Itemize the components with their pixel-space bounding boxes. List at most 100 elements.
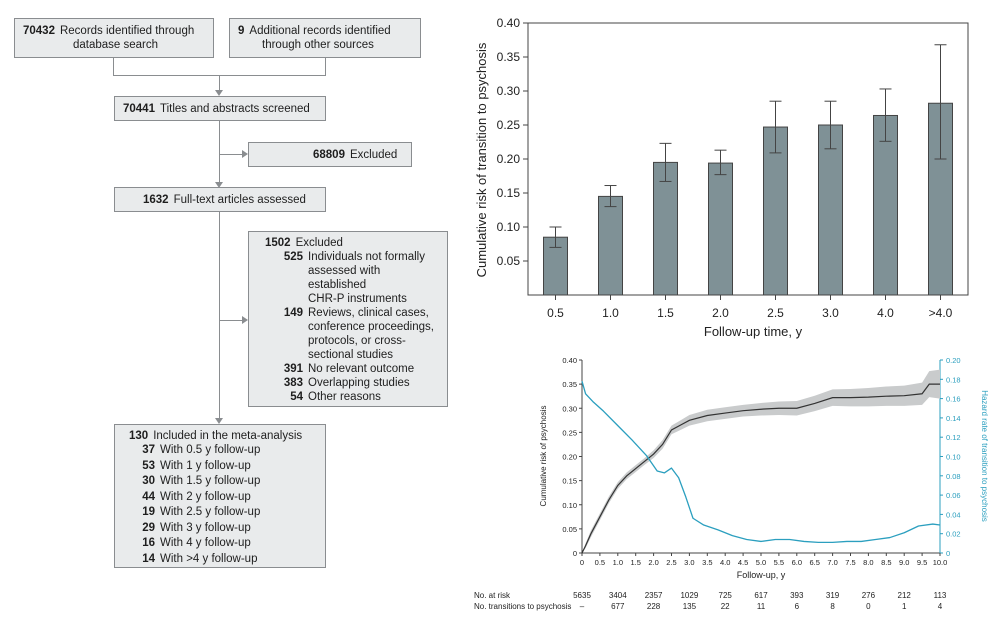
km-x-tick-label: 1.0 — [613, 558, 623, 567]
km-x-tick-label: 5.5 — [774, 558, 784, 567]
included-followup-item: 16 With 4 y follow-up — [121, 536, 319, 552]
km-chart-y-axis-label: Cumulative risk of psychosis — [539, 406, 548, 507]
km-chart-x-axis-label: Follow-up, y — [737, 570, 786, 580]
km-y2-tick-label: 0.06 — [946, 491, 961, 500]
excluded-reason-count: 54 — [290, 391, 303, 403]
records-other-text2: through other sources — [262, 39, 374, 51]
risk-table-at-risk-cell: 5635 — [573, 591, 591, 600]
excluded-reason-line: Other reasons — [308, 391, 381, 403]
km-x-tick-label: 0 — [580, 558, 584, 567]
included-followup-item: 19 With 2.5 y follow-up — [121, 505, 319, 521]
km-x-tick-label: 7.5 — [845, 558, 855, 567]
risk-table-transitions-cell: 4 — [937, 602, 943, 611]
included-followup-count: 44 — [142, 490, 155, 503]
included-followup-item: 14 With >4 y follow-up — [121, 552, 319, 568]
excluded-reason-line: Individuals not formally — [308, 251, 425, 263]
excluded-reason-text: Overlapping studies — [308, 376, 410, 390]
included-followup-item: 30 With 1.5 y follow-up — [121, 474, 319, 490]
records-database-box: 70432 Records identified through database… — [14, 18, 214, 58]
km-y-tick-label: 0.25 — [562, 428, 577, 437]
km-y2-tick-label: 0.16 — [946, 395, 961, 404]
included-followup-item: 29 With 3 y follow-up — [121, 521, 319, 537]
arrow-down — [215, 418, 223, 424]
records-other-count: 9 — [238, 25, 245, 37]
km-x-tick-label: 3.0 — [684, 558, 694, 567]
arrow-down — [215, 90, 223, 96]
risk-table-at-risk-cell: 319 — [825, 591, 840, 600]
risk-table-transitions-cell: 8 — [830, 602, 835, 611]
connector — [113, 58, 114, 75]
arrow-right — [242, 150, 248, 158]
records-other-text: Additional records identified — [249, 25, 391, 37]
excluded-reason-text: Individuals not formally assessed with es… — [308, 250, 441, 306]
bar-chart-y-tick-label: 0.05 — [497, 254, 521, 268]
km-y2-tick-label: 0.20 — [946, 356, 961, 365]
connector — [219, 121, 220, 185]
excluded-screening-text: Excluded — [349, 149, 398, 161]
connector — [219, 154, 242, 155]
included-text: Included in the meta-analysis — [153, 430, 303, 442]
risk-table-at-risk-cell: 725 — [718, 591, 732, 600]
included-followup-item: 53 With 1 y follow-up — [121, 459, 319, 475]
excluded-reason-line: Overlapping studies — [308, 377, 410, 389]
risk-table-at-risk-cell: 276 — [861, 591, 876, 600]
risk-table-at-risk-cell: 393 — [790, 591, 804, 600]
excluded-reason-text: No relevant outcome — [308, 362, 414, 376]
km-y2-tick-label: 0.14 — [946, 414, 961, 423]
risk-table-at-risk-cell: 3404 — [608, 591, 627, 600]
km-y2-tick-label: 0.04 — [946, 510, 961, 519]
km-x-tick-label: 8.5 — [881, 558, 891, 567]
km-x-tick-label: 2.0 — [648, 558, 658, 567]
km-y-tick-label: 0.10 — [562, 501, 577, 510]
connector — [219, 75, 220, 91]
km-confidence-band — [582, 369, 940, 553]
included-followup-text: With 4 y follow-up — [160, 537, 251, 549]
bar-chart: Cumulative risk of transition to psychos… — [474, 16, 969, 339]
excluded-reason-line: sectional studies — [308, 349, 394, 361]
risk-table-transitions-cell: 228 — [646, 602, 661, 611]
km-x-tick-label: 4.0 — [720, 558, 730, 567]
arrow-down — [215, 182, 223, 188]
bar-2.0 — [708, 162, 733, 296]
km-x-tick-label: 0.5 — [595, 558, 605, 567]
excluded-fulltext-box: 1502 Excluded 525 Individuals not formally… — [248, 231, 448, 407]
risk-table-transitions-cell: 6 — [794, 602, 800, 611]
risk-table-at-risk-cell: 2357 — [644, 591, 663, 600]
risk-table-at-risk-cell: 1029 — [680, 591, 699, 600]
risk-table-at-risk-cell: 617 — [754, 591, 768, 600]
excluded-fulltext-count: 1502 — [265, 237, 291, 249]
excluded-reason-line: conference proceedings, — [308, 321, 434, 333]
arrow-right — [242, 316, 248, 324]
km-x-tick-label: 6.5 — [809, 558, 819, 567]
included-followup-text: With 3 y follow-up — [160, 521, 251, 534]
fulltext-box: 1632 Full-text articles assessed — [114, 187, 326, 212]
included-followup-item: 37 With 0.5 y follow-up — [121, 443, 319, 459]
records-other-box: 9 Additional records identified through o… — [229, 18, 421, 58]
risk-table-transitions-cell: – — [579, 602, 585, 611]
excluded-reason-item: 525 Individuals not formally assessed with… — [255, 250, 441, 306]
km-x-tick-label: 3.5 — [702, 558, 712, 567]
km-x-tick-label: 4.5 — [738, 558, 748, 567]
bar-1.0 — [598, 195, 623, 296]
bar-chart-y-tick-label: 0.20 — [497, 152, 521, 166]
excluded-reason-item: 54 Other reasons — [255, 390, 441, 404]
risk-table-transitions-cell: 135 — [682, 602, 697, 611]
km-x-tick-label: 10.0 — [933, 558, 948, 567]
included-followup-count: 29 — [142, 521, 155, 534]
bar-chart-x-tick-label: >4.0 — [929, 306, 953, 320]
excluded-reason-line: CHR-P instruments — [308, 293, 407, 305]
included-followup-text: With 0.5 y follow-up — [160, 444, 261, 456]
bar-chart-y-tick-label: 0.10 — [497, 220, 521, 234]
bar-1.5 — [653, 161, 678, 296]
bar-4.0 — [873, 114, 898, 296]
included-followup-list: 37 With 0.5 y follow-up 53 With 1 y follow-… — [121, 443, 319, 567]
km-y-tick-label: 0.05 — [562, 525, 577, 534]
excluded-fulltext-text: Excluded — [295, 237, 343, 249]
km-y2-tick-label: 0 — [946, 549, 950, 558]
excluded-reason-item: 383 Overlapping studies — [255, 376, 441, 390]
included-followup-text: With >4 y follow-up — [160, 552, 258, 565]
km-x-tick-label: 7.0 — [827, 558, 837, 567]
risk-table-transitions-cell: 11 — [756, 602, 766, 611]
bar-chart-x-tick-label: 2.0 — [712, 306, 729, 320]
included-followup-text: With 2 y follow-up — [160, 490, 251, 503]
